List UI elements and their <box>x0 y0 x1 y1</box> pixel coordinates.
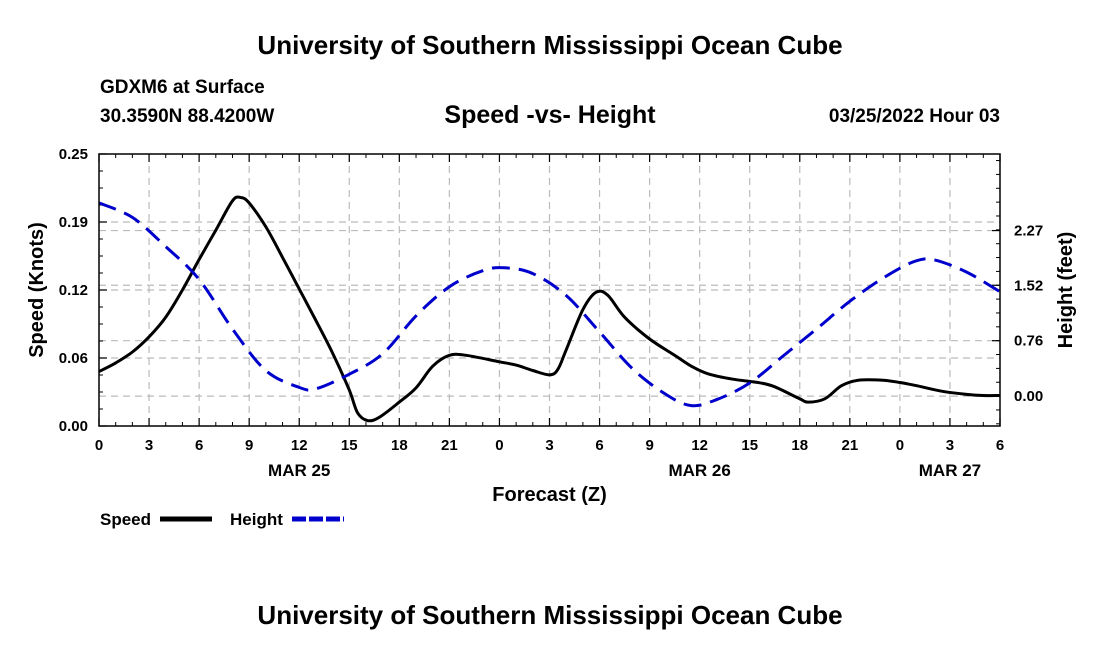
plot-title: Speed -vs- Height <box>444 101 656 129</box>
grid-lines <box>99 154 1000 426</box>
date-label: MAR 27 <box>919 461 981 480</box>
x-tick-label: 3 <box>946 437 954 454</box>
station-label: GDXM6 at Surface <box>100 77 265 98</box>
chart-footer-title: University of Southern Mississippi Ocean… <box>257 600 843 630</box>
data-series <box>98 195 1001 423</box>
date-label: MAR 25 <box>268 461 330 480</box>
legend: Speed Height <box>100 510 344 529</box>
x-tick-label: 15 <box>341 437 358 454</box>
right-tick-label: 1.52 <box>1014 277 1043 294</box>
left-tick-label: 0.19 <box>59 214 88 231</box>
speed-height-chart: 0 3 6 9 12 15 18 21 0 3 6 9 12 15 18 21 0 3 6 MAR 25 MAR 26 M… <box>26 146 1077 529</box>
x-tick-label: 0 <box>896 437 904 454</box>
x-tick-label: 3 <box>545 437 553 454</box>
height-series-line <box>98 201 1001 408</box>
right-axis-title: Height (feet) <box>1055 232 1077 349</box>
x-tick-label: 3 <box>145 437 153 454</box>
x-tick-label: 18 <box>391 437 408 454</box>
right-tick-label: 2.27 <box>1014 223 1043 240</box>
x-tick-label: 12 <box>691 437 708 454</box>
x-tick-label: 0 <box>95 437 103 454</box>
date-label: MAR 26 <box>668 461 730 480</box>
x-tick-label: 15 <box>741 437 758 454</box>
legend-label-speed: Speed <box>100 510 151 529</box>
x-tick-label: 9 <box>245 437 253 454</box>
left-tick-label: 0.00 <box>59 418 88 435</box>
right-tick-label: 0.76 <box>1014 333 1043 350</box>
forecast-datetime: 03/25/2022 Hour 03 <box>828 106 1000 127</box>
x-tick-label: 0 <box>495 437 503 454</box>
x-tick-label: 6 <box>996 437 1004 454</box>
x-tick-label: 9 <box>645 437 653 454</box>
x-tick-label: 21 <box>441 437 458 454</box>
x-tick-label: 21 <box>841 437 858 454</box>
x-axis-title: Forecast (Z) <box>492 484 606 506</box>
left-tick-label: 0.12 <box>59 282 88 299</box>
plot-frame <box>98 153 1001 427</box>
legend-label-height: Height <box>230 510 283 529</box>
tick-labels: 0 3 6 9 12 15 18 21 0 3 6 9 12 15 18 21 0 3 6 MAR 25 MAR 26 M… <box>59 146 1043 480</box>
chart-super-title: University of Southern Mississippi Ocean… <box>257 30 843 60</box>
coordinates-label: 30.3590N 88.4200W <box>100 106 275 127</box>
x-tick-label: 18 <box>791 437 808 454</box>
left-tick-label: 0.25 <box>59 146 88 163</box>
x-tick-label: 6 <box>195 437 203 454</box>
left-axis-title: Speed (Knots) <box>26 222 48 358</box>
speed-series-line <box>98 195 1001 423</box>
x-tick-label: 12 <box>291 437 308 454</box>
right-tick-label: 0.00 <box>1014 388 1043 405</box>
left-tick-label: 0.06 <box>59 350 88 367</box>
x-tick-label: 6 <box>595 437 603 454</box>
